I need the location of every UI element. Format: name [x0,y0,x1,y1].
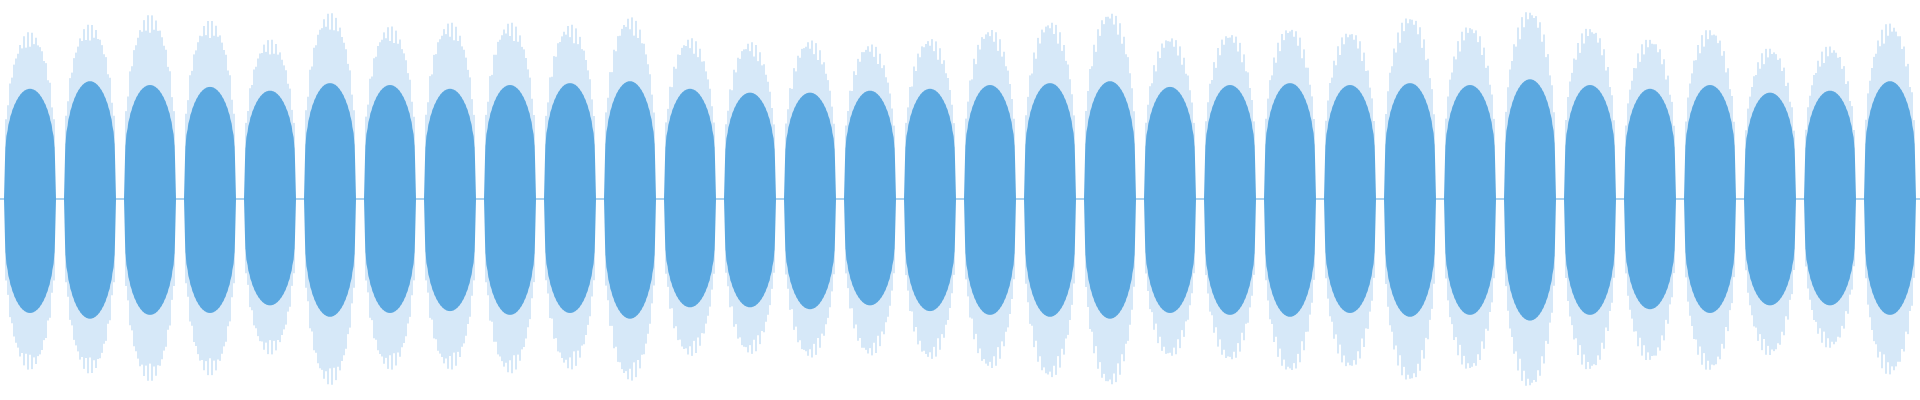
waveform-rms-segment [1084,81,1136,319]
waveform-rms-segment [124,85,176,315]
waveform-rms-layer [4,79,1916,321]
waveform-rms-segment [1024,83,1076,317]
waveform-rms-segment [1264,83,1316,317]
waveform-rms-segment [904,88,956,312]
waveform-rms-segment [1204,85,1256,315]
waveform-rms-segment [4,88,56,313]
waveform-rms-segment [724,92,776,308]
waveform-rms-segment [64,81,116,319]
waveform-rms-segment [1444,85,1496,315]
waveform-rms-segment [664,88,716,308]
waveform-rms-segment [244,90,296,306]
waveform-rms-segment [1864,81,1916,315]
waveform-rms-segment [1144,86,1196,314]
waveform-rms-segment [1384,83,1436,317]
waveform-rms-segment [1804,90,1856,306]
waveform-rms-segment [184,86,236,314]
waveform-rms-segment [1564,85,1616,315]
waveform-rms-segment [1504,79,1556,321]
waveform-rms-segment [544,83,596,313]
waveform-rms-segment [424,88,476,312]
waveform-rms-segment [304,83,356,317]
waveform-rms-segment [844,90,896,306]
waveform-rms-segment [964,85,1016,315]
waveform-rms-segment [784,92,836,310]
waveform-rms-segment [604,81,656,319]
waveform-rms-segment [484,85,536,315]
